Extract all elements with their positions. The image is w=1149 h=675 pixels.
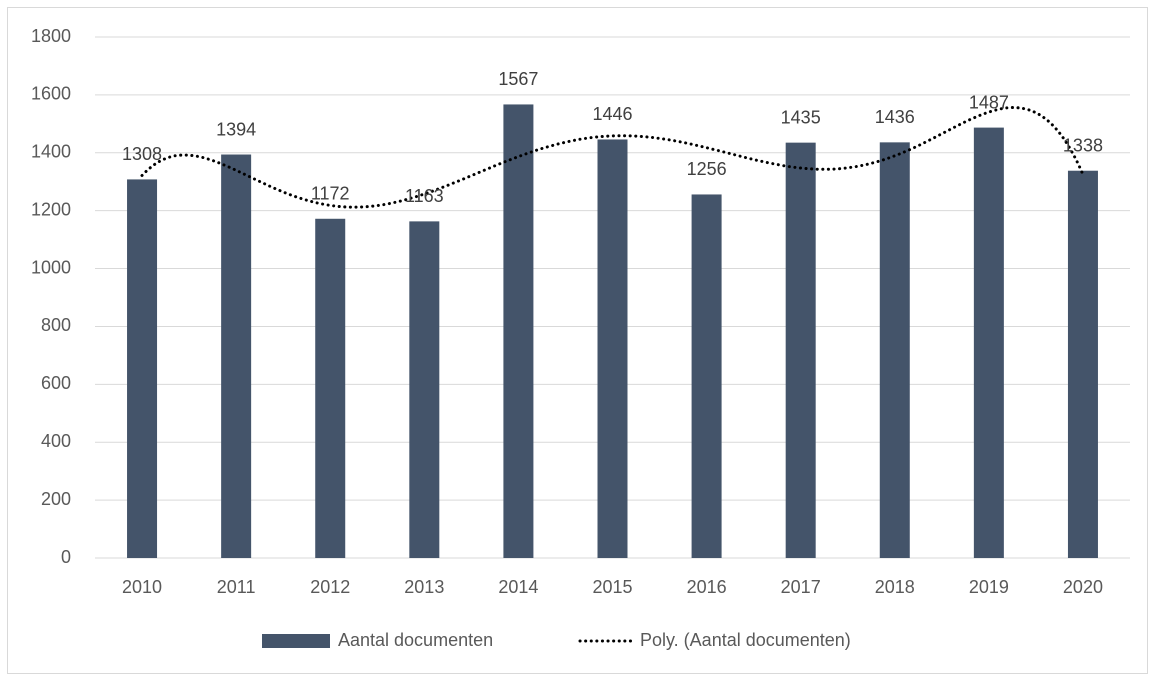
y-tick-label: 400 [41, 431, 71, 451]
y-tick-label: 1600 [31, 84, 71, 104]
bar [879, 142, 910, 558]
y-tick-label: 1800 [31, 26, 71, 46]
x-tick-label: 2018 [875, 577, 915, 597]
data-label: 1163 [405, 186, 444, 206]
bar [785, 142, 816, 558]
x-tick-label: 2010 [122, 577, 162, 597]
y-tick-label: 600 [41, 373, 71, 393]
y-tick-label: 0 [61, 547, 71, 567]
data-label: 1394 [216, 119, 256, 139]
bar [503, 104, 534, 558]
data-label: 1435 [781, 107, 821, 127]
data-label: 1172 [311, 184, 350, 204]
data-label: 1567 [498, 69, 538, 89]
bar [597, 139, 628, 559]
data-label: 1338 [1063, 135, 1103, 155]
y-tick-label: 200 [41, 489, 71, 509]
chart-frame [7, 7, 1148, 674]
bar [221, 154, 252, 558]
bar [409, 221, 440, 559]
y-tick-label: 800 [41, 315, 71, 335]
bar [315, 218, 346, 558]
legend-label: Aantal documenten [338, 630, 493, 650]
x-tick-label: 2016 [687, 577, 727, 597]
legend-swatch [262, 634, 330, 648]
y-tick-label: 1200 [31, 199, 71, 219]
x-tick-label: 2011 [217, 577, 256, 597]
trendline [140, 105, 1085, 209]
bar [1067, 170, 1098, 558]
data-label: 1436 [875, 107, 915, 127]
y-tick-label: 1400 [31, 142, 71, 162]
bar [691, 194, 722, 559]
y-tick-label: 1000 [31, 257, 71, 277]
x-tick-label: 2013 [404, 577, 444, 597]
bar [973, 127, 1004, 559]
data-label: 1446 [592, 104, 632, 124]
x-tick-label: 2012 [310, 577, 350, 597]
data-label: 1256 [687, 159, 727, 179]
x-tick-label: 2017 [781, 577, 821, 597]
x-tick-label: 2014 [498, 577, 538, 597]
legend-label: Poly. (Aantal documenten) [640, 630, 851, 650]
data-label: 1487 [969, 92, 1009, 112]
bar [127, 179, 158, 558]
x-tick-label: 2019 [969, 577, 1009, 597]
x-tick-label: 2015 [592, 577, 632, 597]
data-label: 1308 [122, 144, 162, 164]
x-tick-label: 2020 [1063, 577, 1103, 597]
